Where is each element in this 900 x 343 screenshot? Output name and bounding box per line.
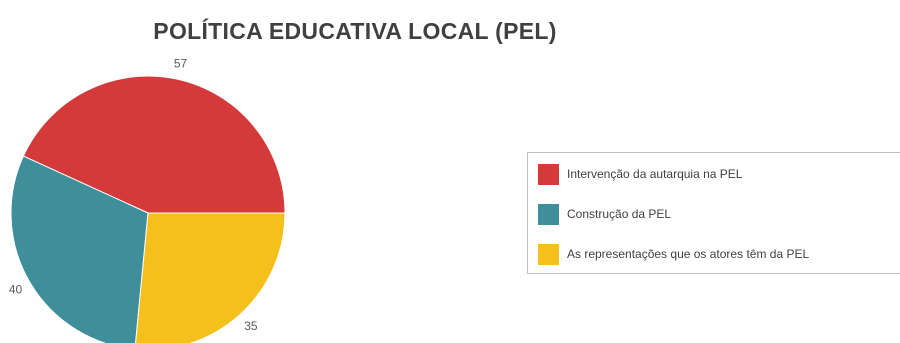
data-label-2: 35 [244,319,258,333]
legend-label-2: As representações que os atores têm da P… [567,247,810,261]
data-label-1: 40 [9,283,23,297]
legend-item-0: Intervenção da autarquia na PEL [538,163,742,185]
pie-slice-2 [135,212,286,343]
legend-item-1: Construção da PEL [538,203,671,225]
pie-slice-1 [10,155,149,343]
legend-swatch-1 [538,203,559,225]
legend-item-2: As representações que os atores têm da P… [538,243,809,265]
legend-swatch-2 [538,243,559,265]
legend: Intervenção da autarquia na PEL Construç… [527,152,900,274]
legend-label-1: Construção da PEL [567,207,672,221]
chart-title: POLÍTICA EDUCATIVA LOCAL (PEL) [153,18,557,44]
legend-label-0: Intervenção da autarquia na PEL [567,167,743,181]
legend-swatch-0 [538,163,559,185]
pie-slice-0 [22,75,286,214]
data-label-0: 57 [174,57,188,71]
